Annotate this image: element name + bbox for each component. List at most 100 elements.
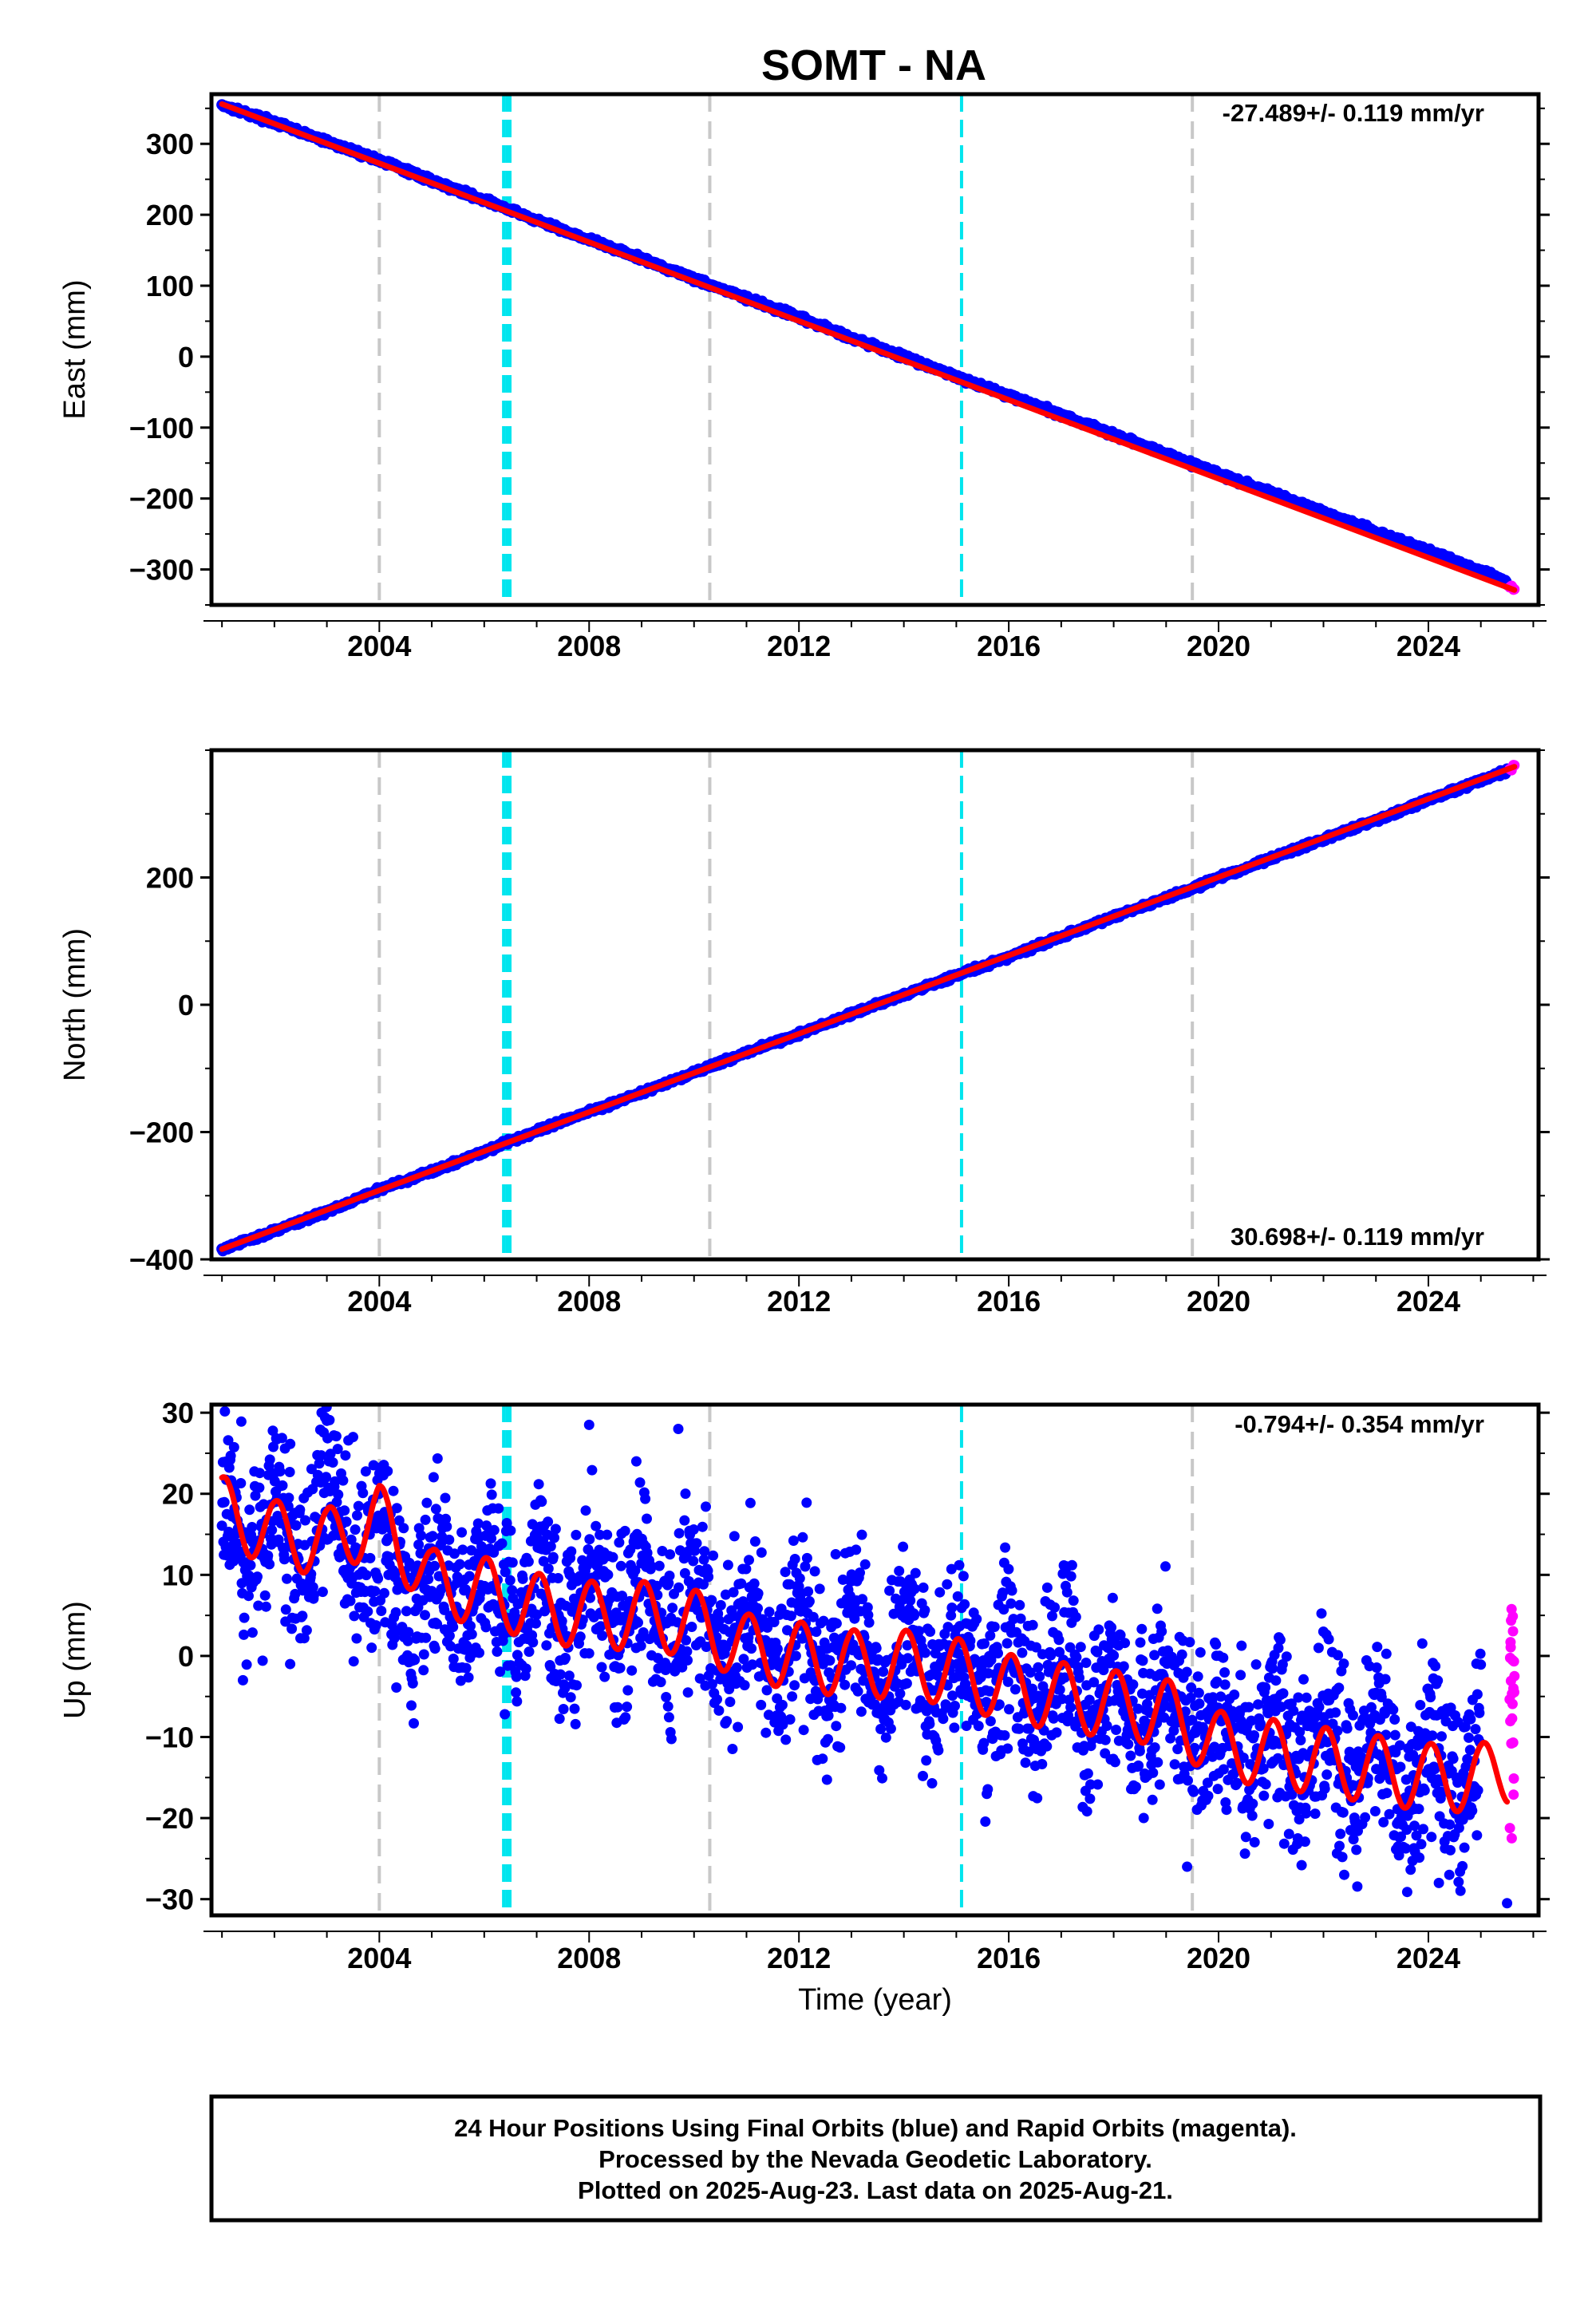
y-tick-label: −300: [129, 554, 194, 587]
final-orbit-point: [1156, 1626, 1167, 1637]
final-orbit-point: [662, 1661, 673, 1672]
final-orbit-point: [809, 1566, 820, 1577]
final-orbit-point: [602, 1529, 613, 1540]
final-orbit-point: [620, 1712, 631, 1723]
final-orbit-point: [505, 1525, 516, 1536]
final-orbit-point: [1015, 1613, 1026, 1624]
final-orbit-point: [625, 1544, 636, 1555]
final-orbit-point: [1118, 1661, 1129, 1672]
final-orbit-point: [714, 1615, 725, 1626]
final-orbit-point: [934, 1587, 946, 1598]
final-orbit-point: [267, 1524, 278, 1535]
final-orbit-point: [852, 1686, 863, 1697]
final-orbit-point: [1080, 1658, 1092, 1668]
final-orbit-point: [666, 1733, 677, 1745]
final-orbit-point: [457, 1544, 468, 1555]
final-orbit-point: [454, 1559, 465, 1570]
final-orbit-point: [1013, 1723, 1025, 1734]
final-orbit-point: [388, 1485, 399, 1496]
final-orbit-point: [744, 1555, 754, 1566]
final-orbit-point: [1183, 1775, 1193, 1786]
final-orbit-point: [712, 1694, 722, 1705]
final-orbit-point: [708, 1550, 719, 1561]
final-orbit-point: [512, 1696, 523, 1707]
final-orbit-point: [1054, 1684, 1065, 1695]
final-orbit-point: [776, 1711, 787, 1722]
final-orbit-point: [486, 1489, 497, 1500]
final-orbit-point: [445, 1641, 456, 1652]
final-orbit-point: [665, 1549, 676, 1560]
final-orbit-point: [1034, 1671, 1045, 1682]
final-orbit-point: [900, 1699, 911, 1710]
final-orbit-point: [698, 1554, 709, 1565]
final-orbit-point: [884, 1585, 895, 1596]
final-orbit-point: [1024, 1723, 1035, 1734]
final-orbit-point: [402, 1635, 413, 1646]
final-orbit-point: [379, 1587, 389, 1599]
y-tick-label: 100: [146, 270, 194, 302]
final-orbit-point: [691, 1538, 702, 1549]
final-orbit-point: [1017, 1647, 1028, 1658]
final-orbit-point: [277, 1480, 288, 1491]
final-orbit-point: [836, 1702, 847, 1713]
final-orbit-point: [349, 1611, 360, 1622]
final-orbit-point: [439, 1604, 450, 1615]
final-orbit-point: [1165, 1733, 1176, 1744]
final-orbit-point: [801, 1552, 812, 1563]
final-orbit-point: [492, 1646, 503, 1657]
final-orbit-point: [823, 1710, 834, 1721]
final-orbit-point: [488, 1524, 500, 1535]
final-orbit-point: [495, 1666, 506, 1678]
final-orbit-point: [768, 1617, 780, 1627]
final-orbit-point: [1101, 1721, 1112, 1731]
final-orbit-point: [517, 1573, 528, 1584]
final-orbit-point: [273, 1534, 284, 1545]
x-tick-label: 2020: [1187, 630, 1250, 662]
final-orbit-point: [681, 1646, 693, 1657]
final-orbit-point: [1061, 1587, 1073, 1598]
final-orbit-point: [239, 1629, 249, 1640]
final-orbit-point: [780, 1567, 791, 1578]
final-orbit-point: [909, 1583, 920, 1595]
final-orbit-point: [800, 1561, 811, 1572]
final-orbit-point: [728, 1587, 739, 1598]
final-orbit-point: [223, 1462, 235, 1473]
final-orbit-point: [749, 1536, 760, 1547]
final-orbit-point: [846, 1660, 857, 1671]
final-orbit-point: [341, 1516, 352, 1528]
final-orbit-point: [1169, 1759, 1180, 1770]
final-orbit-point: [464, 1571, 475, 1582]
final-orbit-point: [803, 1586, 814, 1597]
final-orbit-point: [960, 1678, 971, 1690]
final-orbit-point: [1002, 1743, 1013, 1754]
final-orbit-point: [727, 1744, 738, 1754]
final-orbit-point: [1068, 1595, 1079, 1607]
final-orbit-point: [901, 1678, 912, 1689]
final-orbit-point: [680, 1488, 691, 1500]
final-orbit-point: [351, 1633, 362, 1644]
final-orbit-point: [729, 1531, 740, 1542]
final-orbit-point: [309, 1589, 319, 1600]
final-orbit-point: [538, 1555, 549, 1567]
final-orbit-point: [279, 1554, 290, 1565]
final-orbit-point: [1059, 1672, 1070, 1683]
final-orbit-point: [1041, 1582, 1053, 1593]
final-orbit-point: [225, 1450, 236, 1461]
final-orbit-point: [430, 1504, 441, 1515]
final-orbit-point: [1137, 1655, 1148, 1666]
final-orbit-point: [286, 1623, 298, 1634]
final-orbit-point: [745, 1497, 756, 1508]
final-orbit-point: [243, 1591, 254, 1602]
final-orbit-point: [855, 1567, 865, 1579]
final-orbit-point: [507, 1557, 518, 1568]
final-orbit-point: [1100, 1734, 1111, 1745]
final-orbit-point: [1148, 1767, 1159, 1778]
final-orbit-point: [855, 1706, 867, 1717]
final-orbit-point: [1152, 1757, 1163, 1768]
final-orbit-point: [760, 1727, 772, 1738]
final-orbit-point: [391, 1682, 402, 1693]
final-orbit-point: [219, 1406, 231, 1417]
final-orbit-point: [1147, 1794, 1158, 1805]
x-tick-label: 2004: [347, 1285, 411, 1318]
final-orbit-point: [1066, 1559, 1077, 1571]
